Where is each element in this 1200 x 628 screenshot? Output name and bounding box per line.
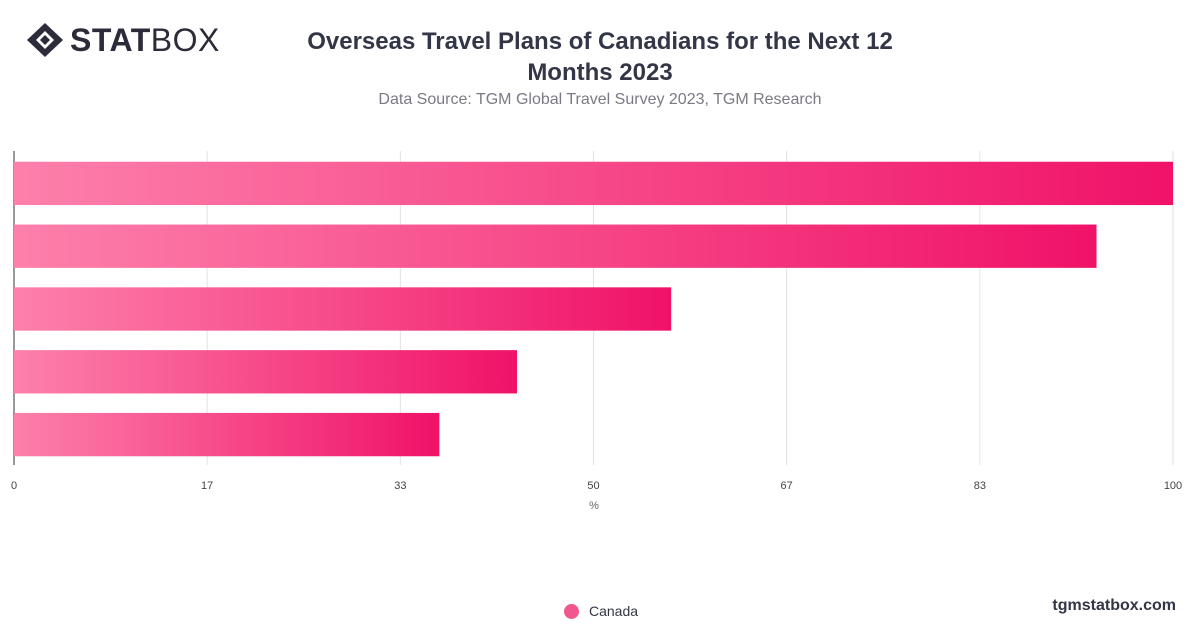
brand-wordmark-bold: STAT: [70, 22, 151, 58]
bar[interactable]: [14, 350, 518, 394]
x-tick-label: 17: [201, 480, 213, 492]
website-credit: tgmstatbox.com: [1052, 597, 1176, 614]
bar[interactable]: [14, 412, 440, 457]
chart-title: Overseas Travel Plans of Canadians for t…: [307, 28, 893, 86]
x-tick-label: 67: [781, 480, 793, 492]
brand-logo: STATBOX: [26, 22, 220, 58]
diamond-logo-icon: [27, 23, 63, 57]
chart-subtitle: Data Source: TGM Global Travel Survey 20…: [378, 91, 822, 108]
legend[interactable]: Canada: [564, 603, 638, 619]
x-tick-label: 100: [1164, 480, 1182, 492]
x-axis-label: %: [589, 500, 599, 512]
legend-marker-canada: [564, 603, 579, 619]
brand-wordmark-light: BOX: [150, 22, 220, 58]
bar[interactable]: [14, 224, 1097, 268]
bar[interactable]: [14, 287, 672, 331]
legend-label-canada: Canada: [589, 603, 639, 619]
x-tick-label: 83: [974, 480, 986, 492]
x-tick-label: 50: [587, 480, 599, 492]
bar[interactable]: [14, 161, 1173, 206]
x-tick-label: 0: [11, 480, 17, 492]
brand-wordmark: STATBOX: [70, 22, 220, 58]
x-tick-label: 33: [394, 480, 406, 492]
